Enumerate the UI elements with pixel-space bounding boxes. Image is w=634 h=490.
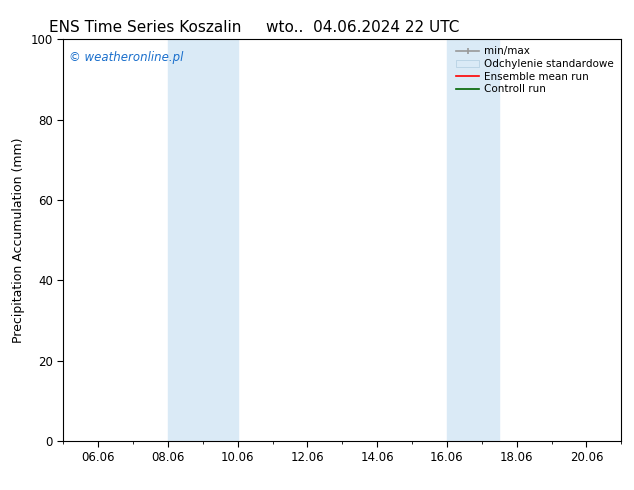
Text: ENS Time Series Koszalin: ENS Time Series Koszalin: [49, 20, 241, 35]
Bar: [168, 39, 238, 441]
Y-axis label: Precipitation Accumulation (mm): Precipitation Accumulation (mm): [12, 137, 25, 343]
Text: wto..  04.06.2024 22 UTC: wto.. 04.06.2024 22 UTC: [266, 20, 460, 35]
Bar: [447, 39, 500, 441]
Text: © weatheronline.pl: © weatheronline.pl: [69, 51, 183, 64]
Legend: min/max, Odchylenie standardowe, Ensemble mean run, Controll run: min/max, Odchylenie standardowe, Ensembl…: [454, 45, 616, 97]
